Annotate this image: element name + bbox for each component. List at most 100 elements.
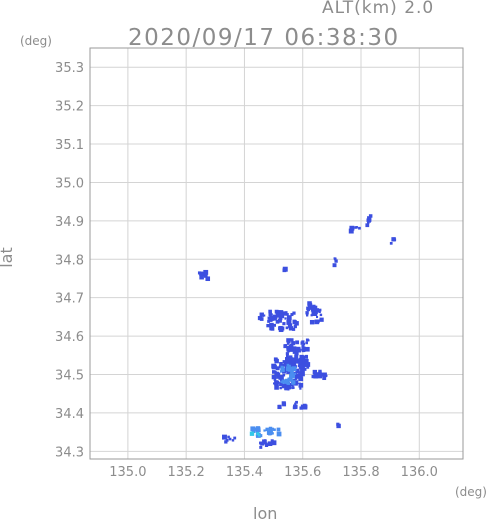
grid [90, 48, 463, 459]
echo-pixel [275, 313, 280, 318]
y-tick-label: 34.4 [55, 407, 84, 422]
echo-pixel [307, 301, 312, 306]
echo-pixel [368, 219, 372, 222]
echo-pixel [233, 436, 237, 440]
echo-pixel [269, 322, 274, 328]
echo-pixel [293, 324, 297, 329]
y-tick-label: 34.9 [55, 215, 84, 230]
echo-pixel [284, 386, 288, 391]
echo-pixel [290, 338, 294, 342]
echo-pixel [228, 437, 232, 441]
echo-pixel [294, 321, 298, 325]
echo-cell [332, 257, 338, 268]
echo-pixel [286, 347, 290, 352]
echo-pixel [318, 371, 322, 376]
x-axis-label: lon [253, 504, 278, 523]
echo-pixel [282, 363, 286, 367]
echo-pixel [306, 366, 310, 369]
echo-pixel [296, 346, 301, 352]
echo-pixel [288, 347, 294, 352]
echo-pixel [277, 433, 280, 436]
echo-pixel [275, 319, 280, 324]
echo-pixel [278, 374, 284, 380]
echo-pixel [269, 315, 275, 321]
echo-pixel [257, 429, 261, 433]
echo-pixel [281, 384, 286, 389]
y-tick-label: 34.7 [55, 292, 84, 307]
echo-pixel [301, 344, 305, 348]
echo-pixel [305, 341, 308, 345]
echo-pixel [199, 271, 204, 276]
echo-pixel [279, 379, 283, 382]
echo-pixel [267, 320, 271, 323]
altitude-label: ALT(km) 2.0 [322, 0, 435, 18]
echo-pixel [255, 434, 258, 437]
echo-pixel [284, 379, 288, 383]
echo-pixel [255, 426, 261, 431]
echo-pixel [288, 355, 293, 360]
echo-pixel [222, 434, 227, 440]
x-tick-label: 135.6 [284, 465, 321, 480]
echo-pixel [277, 318, 282, 323]
echo-pixel [268, 426, 273, 431]
echo-pixel [298, 382, 304, 388]
echo-pixel [307, 346, 310, 350]
echo-layer [197, 214, 397, 449]
echo-pixel [314, 319, 320, 325]
echo-cell [365, 214, 373, 228]
echo-pixel [317, 373, 323, 379]
echo-pixel [291, 366, 297, 372]
echo-pixel [274, 358, 279, 364]
echo-pixel [271, 370, 276, 374]
echo-pixel [304, 358, 309, 364]
echo-pixel [274, 364, 277, 368]
echo-pixel [271, 440, 277, 446]
echo-pixel [250, 426, 256, 432]
y-tick-label: 35.2 [55, 100, 84, 115]
echo-pixel [282, 311, 287, 316]
echo-pixel [276, 427, 281, 432]
echo-cell [336, 422, 341, 429]
y-tick-label: 35.1 [55, 138, 84, 153]
echo-pixel [299, 354, 304, 360]
echo-cell [266, 309, 299, 333]
echo-pixel [271, 427, 275, 430]
echo-pixel [266, 443, 270, 446]
echo-pixel [300, 368, 305, 373]
echo-pixel [389, 241, 393, 245]
echo-pixel [311, 306, 317, 311]
echo-pixel [290, 313, 294, 317]
echo-pixel [281, 379, 286, 384]
echo-pixel [318, 369, 322, 374]
echo-pixel [295, 400, 298, 404]
echo-pixel [280, 313, 285, 318]
timestamp-title: 2020/09/17 06:38:30 [128, 25, 400, 51]
echo-cell [259, 439, 277, 449]
echo-pixel [259, 434, 263, 438]
echo-pixel [205, 276, 211, 282]
echo-pixel [319, 317, 324, 322]
echo-pixel [302, 362, 308, 367]
echo-pixel [284, 317, 287, 320]
echo-pixel [276, 380, 280, 384]
echo-pixel [278, 326, 282, 331]
echo-pixel [305, 338, 309, 342]
echo-pixel [268, 431, 273, 436]
y-tick-label: 35.0 [55, 176, 84, 191]
echo-pixel [294, 351, 298, 356]
x-tick-label: 135.0 [109, 465, 146, 480]
echo-pixel [270, 326, 275, 331]
echo-pixel [288, 364, 291, 368]
echo-pixel [286, 363, 290, 367]
echo-pixel [314, 319, 317, 323]
echo-pixel [306, 306, 310, 311]
echo-pixel [286, 342, 290, 345]
y-tick-labels: 34.3 34.4 34.5 34.6 34.7 34.8 34.9 35.0 35.1 35.2… [55, 61, 84, 460]
plot-frame [89, 47, 464, 460]
echo-pixel [336, 423, 341, 429]
y-tick-label: 34.5 [55, 368, 84, 383]
echo-cell [389, 237, 397, 245]
y-unit-label: (deg) [20, 34, 52, 48]
echo-pixel [287, 377, 292, 382]
